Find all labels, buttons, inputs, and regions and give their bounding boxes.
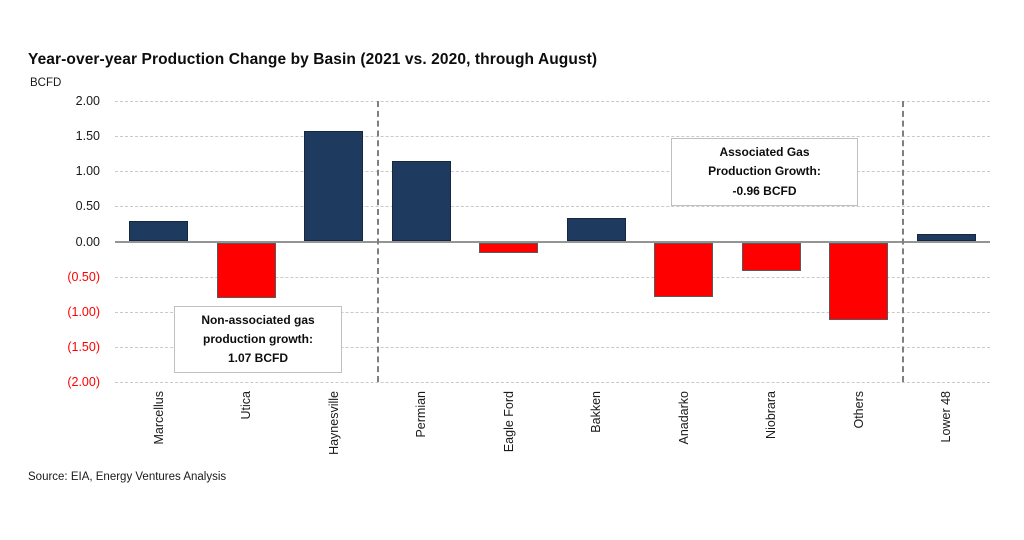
x-axis-label-cell: Anadarko xyxy=(640,391,728,479)
annotation-line: production growth: xyxy=(203,331,313,346)
bar-bakken xyxy=(566,217,626,242)
y-tick-label: (1.00) xyxy=(67,304,100,319)
annotation-associated-gas: Associated Gas Production Growth: -0.96 … xyxy=(671,138,858,206)
gridline xyxy=(115,346,990,348)
gridline xyxy=(115,101,990,102)
x-axis-label-cell: Eagle Ford xyxy=(465,391,553,479)
x-axis-label-cell: Lower 48 xyxy=(903,391,991,479)
x-axis-label-cell: Bakken xyxy=(553,391,641,479)
x-axis-label-marcellus: Marcellus xyxy=(151,391,166,445)
y-tick-label: 1.50 xyxy=(75,129,100,144)
bar-niobrara xyxy=(741,242,801,272)
x-axis-label-eagle-ford: Eagle Ford xyxy=(501,391,516,453)
x-axis-label-cell: Others xyxy=(815,391,903,479)
section-separator xyxy=(901,101,904,382)
x-axis-label-niobrara: Niobrara xyxy=(764,391,779,439)
bar-eagle-ford xyxy=(479,242,539,254)
annotation-non-associated-gas: Non-associated gas production growth: 1.… xyxy=(174,306,342,373)
gridline xyxy=(115,311,990,313)
y-tick-label: 0.50 xyxy=(75,199,100,214)
annotation-line: Production Growth: xyxy=(708,164,821,179)
bar-permian xyxy=(391,161,451,242)
bar-others xyxy=(829,242,889,321)
x-axis-label-cell: Utica xyxy=(203,391,291,479)
x-axis-label-haynesville: Haynesville xyxy=(326,391,341,455)
bar-marcellus xyxy=(129,221,189,242)
x-axis-line xyxy=(115,240,990,243)
y-tick-label: (1.50) xyxy=(67,339,100,354)
bar-utica xyxy=(216,242,276,298)
x-axis-label-bakken: Bakken xyxy=(589,391,604,433)
bar-lower-48 xyxy=(916,233,976,242)
x-axis-label-cell: Permian xyxy=(378,391,466,479)
annotation-line: Associated Gas xyxy=(719,145,810,160)
x-axis-label-lower-48: Lower 48 xyxy=(939,391,954,443)
x-axis-label-cell: Niobrara xyxy=(728,391,816,479)
annotation-line: Non-associated gas xyxy=(201,312,315,327)
bar-anadarko xyxy=(654,242,714,297)
annotation-line: 1.07 BCFD xyxy=(227,351,289,366)
section-separator xyxy=(376,101,379,382)
gridline xyxy=(115,171,990,173)
x-axis-label-cell: Marcellus xyxy=(115,391,203,479)
x-axis-labels: Marcellus Utica Haynesville Permian Eagle Fo… xyxy=(115,391,990,479)
y-tick-label: 1.00 xyxy=(75,164,100,179)
y-tick-label: (0.50) xyxy=(67,269,100,284)
gridline xyxy=(115,382,990,383)
y-tick-label: 2.00 xyxy=(75,94,100,108)
gridline xyxy=(115,276,990,278)
x-axis-label-cell: Haynesville xyxy=(290,391,378,479)
x-axis-label-others: Others xyxy=(851,391,866,429)
y-tick-label: 0.00 xyxy=(75,234,100,249)
chart-title: Year-over-year Production Change by Basi… xyxy=(28,51,598,68)
x-axis-label-utica: Utica xyxy=(239,391,254,420)
x-axis-label-anadarko: Anadarko xyxy=(676,391,691,445)
source-note: Source: EIA, Energy Ventures Analysis xyxy=(28,471,227,483)
y-axis-unit-label: BCFD xyxy=(30,77,62,89)
gridline xyxy=(115,206,990,208)
y-tick-label: (2.00) xyxy=(67,375,100,389)
annotation-line: -0.96 BCFD xyxy=(732,183,797,198)
gridline xyxy=(115,136,990,138)
plot-area xyxy=(115,101,990,383)
bar-haynesville xyxy=(304,131,364,242)
x-axis-label-permian: Permian xyxy=(414,391,429,438)
